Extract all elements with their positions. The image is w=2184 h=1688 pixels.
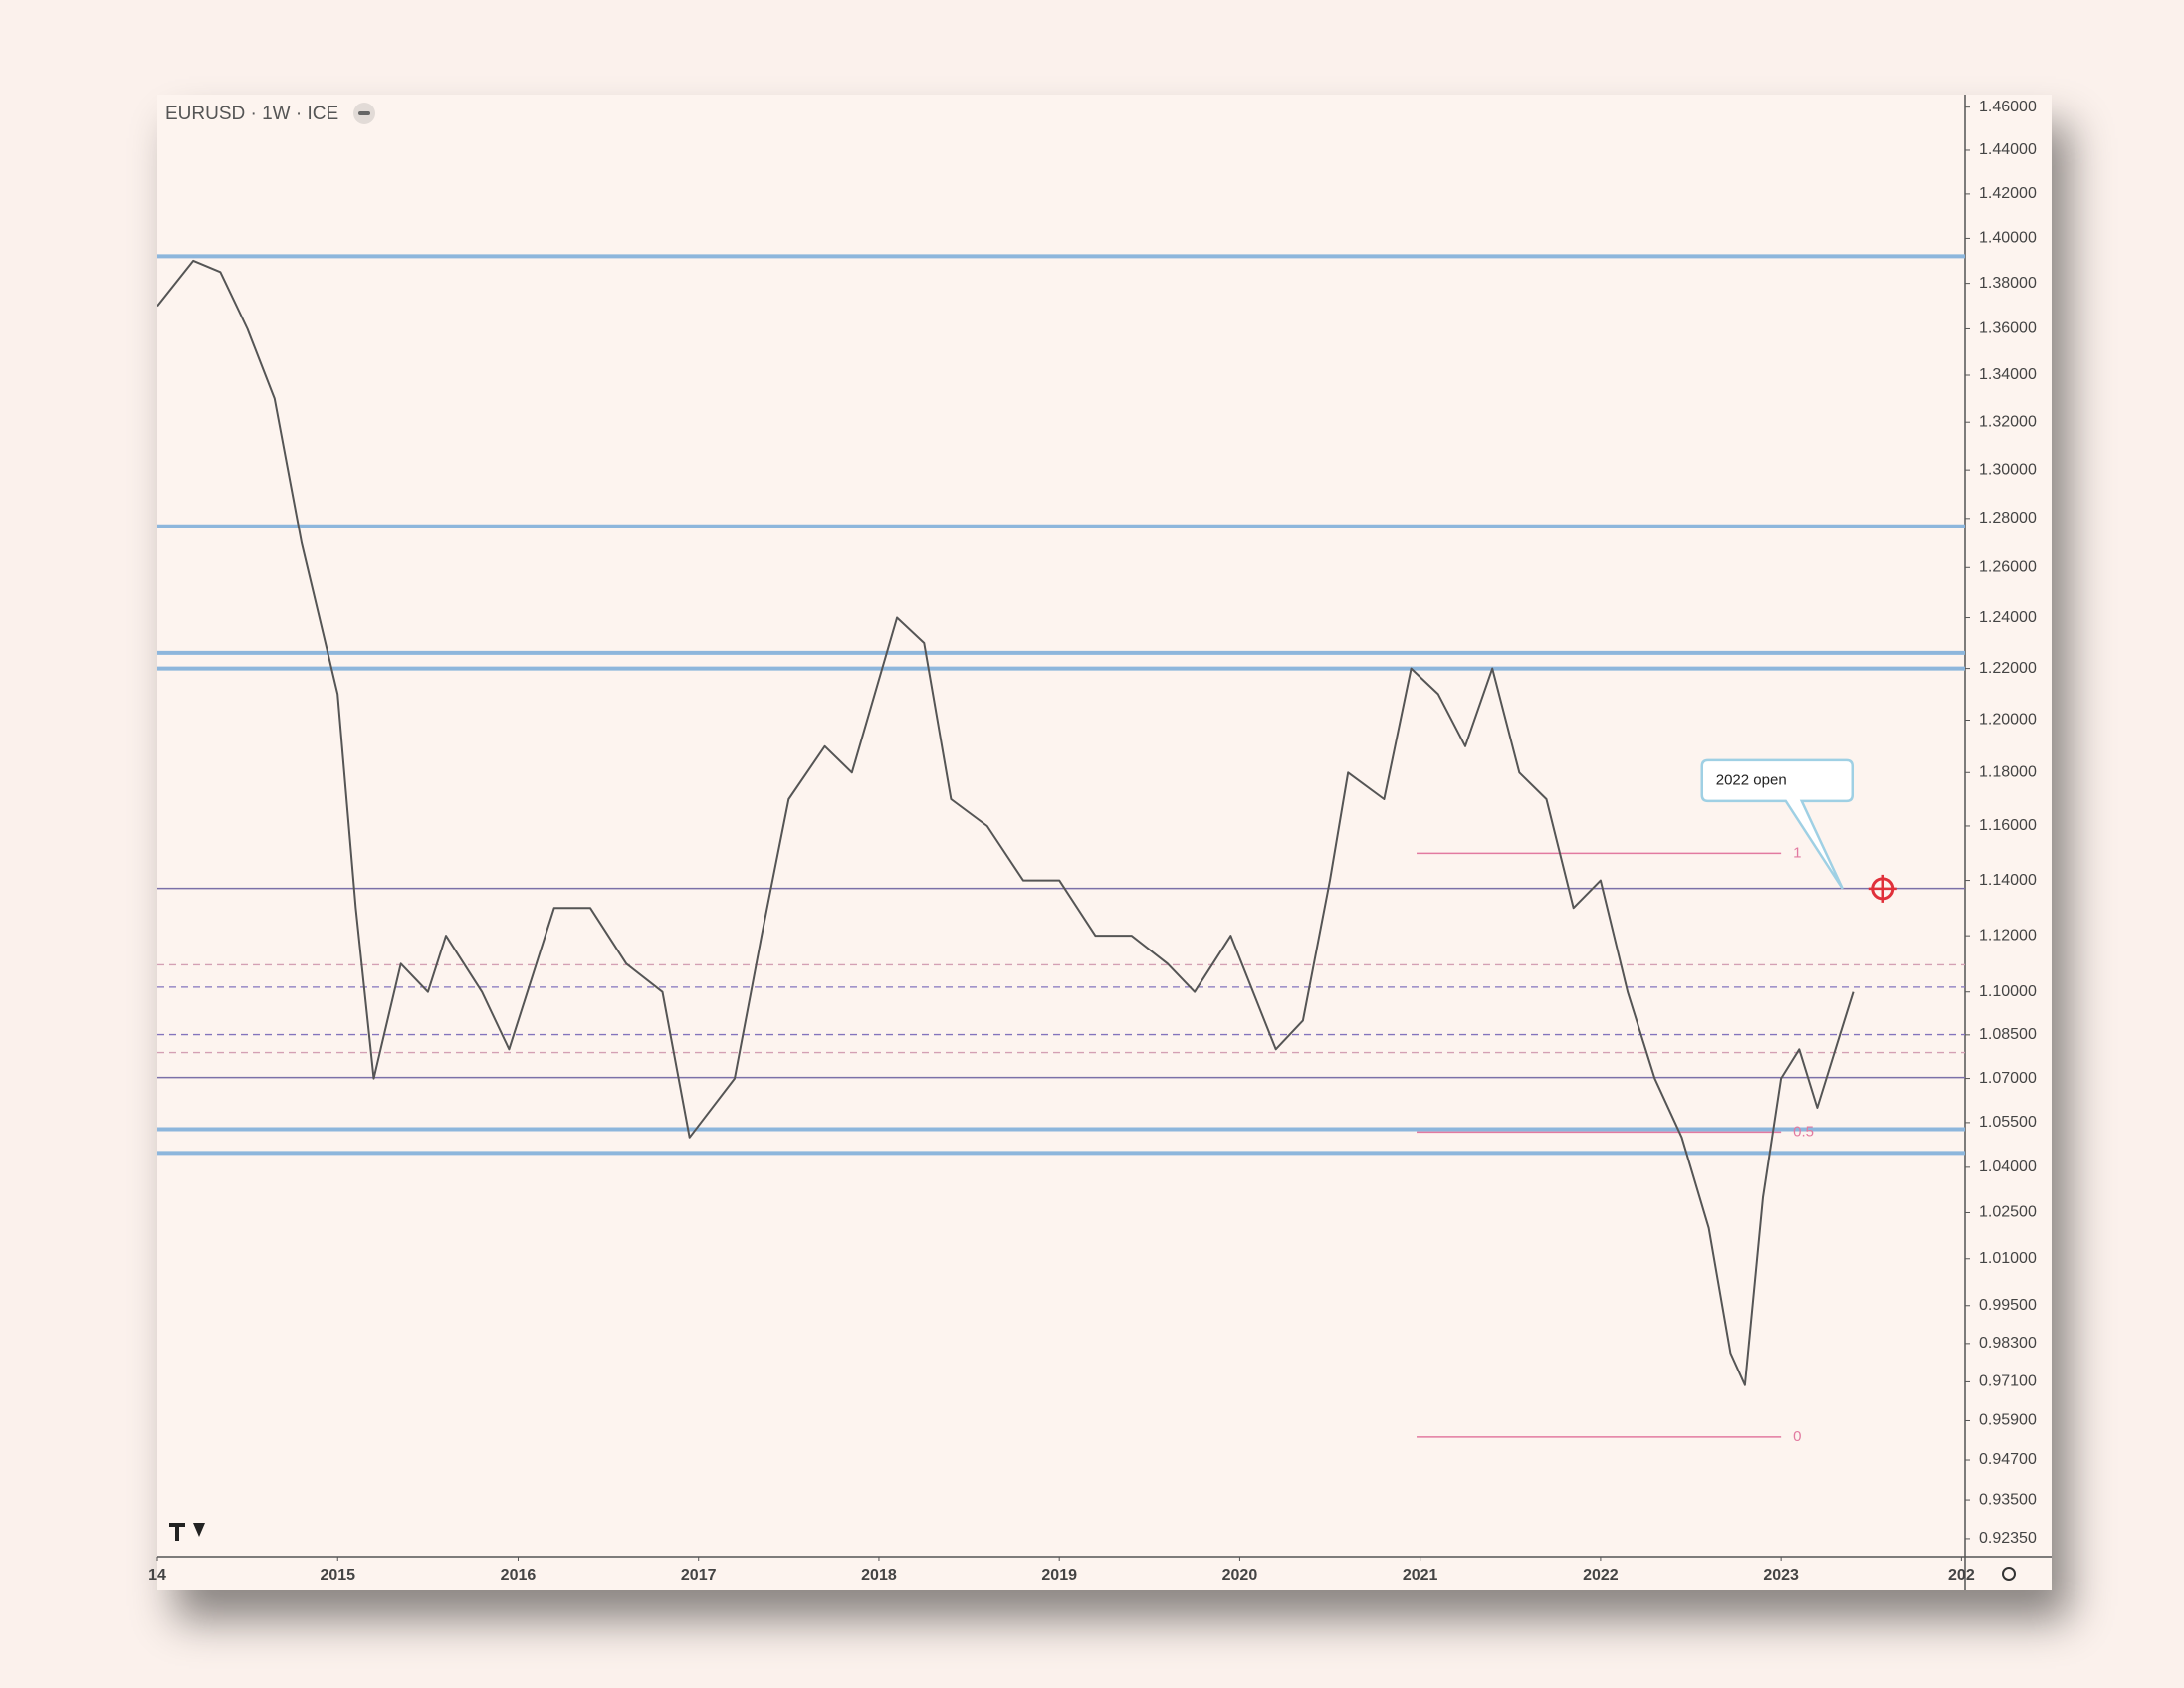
x-tick-label: 2019 xyxy=(1041,1567,1077,1583)
x-tick-label: 2020 xyxy=(1222,1567,1258,1583)
fib-label: 0.5 xyxy=(1793,1123,1814,1140)
x-tick-label: 2022 xyxy=(1583,1567,1619,1583)
y-tick-label: 1.14000 xyxy=(1979,872,2037,889)
y-tick-label: 1.40000 xyxy=(1979,230,2037,247)
target-cross xyxy=(1868,874,1897,903)
x-tick-label: 2015 xyxy=(320,1567,355,1583)
y-tick-label: 0.99500 xyxy=(1979,1297,2037,1314)
callout xyxy=(1700,758,1855,890)
chart-frame xyxy=(157,95,2052,1590)
y-tick-label: 1.22000 xyxy=(1979,660,2037,677)
y-tick-label: 0.92350 xyxy=(1979,1530,2037,1547)
x-tick-label: 2017 xyxy=(681,1567,717,1583)
y-tick-label: 1.16000 xyxy=(1979,817,2037,834)
y-tick-label: 1.12000 xyxy=(1979,927,2037,944)
y-tick-label: 1.24000 xyxy=(1979,609,2037,626)
price-line xyxy=(157,259,1855,1386)
tv-logo xyxy=(169,1523,205,1541)
plot-area: 10.50 xyxy=(157,254,1965,1445)
x-tick-label: 2018 xyxy=(861,1567,897,1583)
y-tick-label: 0.97100 xyxy=(1979,1373,2037,1390)
settings-icon[interactable] xyxy=(2002,1567,2016,1581)
y-tick-label: 1.10000 xyxy=(1979,983,2037,1000)
gear[interactable] xyxy=(2002,1567,2016,1581)
x-tick-label: 2021 xyxy=(1403,1567,1438,1583)
y-tick-label: 1.01000 xyxy=(1979,1250,2037,1267)
y-tick-label: 0.95900 xyxy=(1979,1412,2037,1429)
logo-mark xyxy=(169,1523,205,1541)
y-tick-label: 1.20000 xyxy=(1979,712,2037,729)
callout-text: 2022 open xyxy=(1716,771,1787,788)
y-tick-label: 0.98300 xyxy=(1979,1335,2037,1352)
y-tick-label: 1.38000 xyxy=(1979,275,2037,292)
y-tick-label: 0.93500 xyxy=(1979,1491,2037,1508)
fib-label: 0 xyxy=(1793,1428,1801,1445)
y-tick-label: 1.04000 xyxy=(1979,1159,2037,1175)
chart-title: EURUSD · 1W · ICE xyxy=(165,104,338,124)
y-tick-label: 1.30000 xyxy=(1979,461,2037,478)
y-tick-label: 1.08500 xyxy=(1979,1026,2037,1043)
y-tick-label: 1.44000 xyxy=(1979,141,2037,158)
y-tick-label: 1.26000 xyxy=(1979,559,2037,576)
y-tick-label: 1.32000 xyxy=(1979,413,2037,430)
y-tick-label: 1.46000 xyxy=(1979,99,2037,115)
y-tick-label: 1.42000 xyxy=(1979,185,2037,202)
y-tick-label: 1.28000 xyxy=(1979,510,2037,527)
y-tick-label: 1.18000 xyxy=(1979,763,2037,780)
x-tick-label: 202 xyxy=(1948,1567,1975,1583)
x-tick-label: 14 xyxy=(148,1567,166,1583)
y-tick-label: 1.36000 xyxy=(1979,320,2037,337)
y-tick-label: 1.05500 xyxy=(1979,1114,2037,1131)
y-tick-label: 1.34000 xyxy=(1979,366,2037,383)
y-tick-label: 1.02500 xyxy=(1979,1204,2037,1221)
x-tick-label: 2016 xyxy=(501,1567,537,1583)
x-tick-label: 2023 xyxy=(1763,1567,1799,1583)
y-tick-label: 0.94700 xyxy=(1979,1451,2037,1468)
fib-label: 1 xyxy=(1793,844,1801,861)
toggle-icon xyxy=(358,111,370,115)
y-tick-label: 1.07000 xyxy=(1979,1070,2037,1087)
